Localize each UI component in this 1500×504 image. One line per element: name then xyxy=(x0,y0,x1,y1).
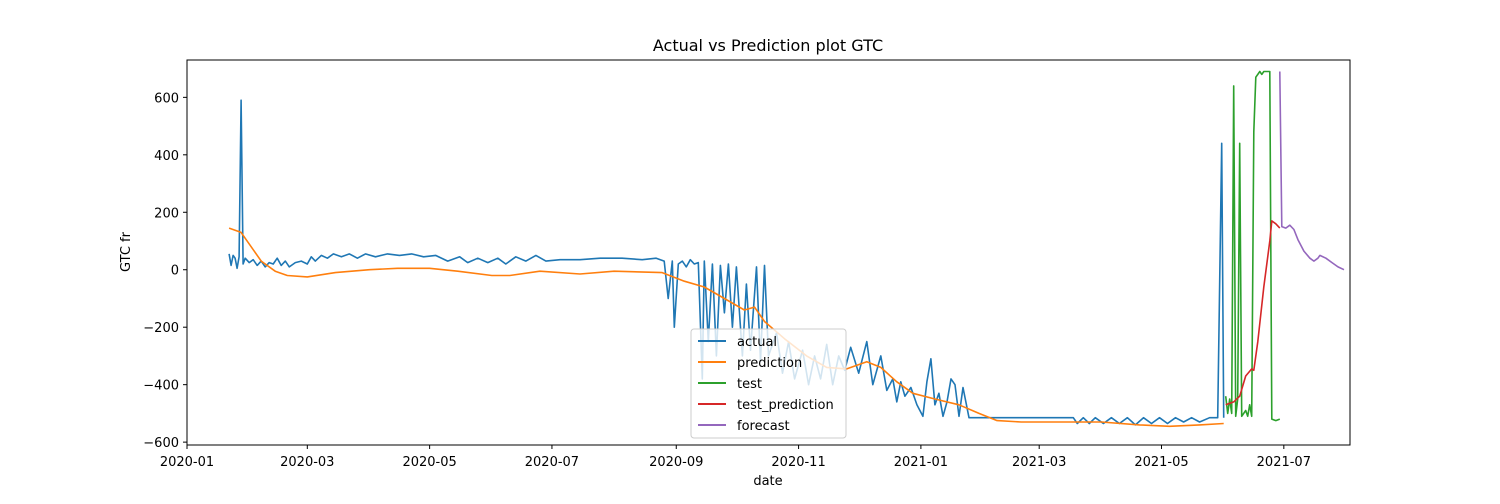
legend-label: prediction xyxy=(737,356,802,371)
x-axis: 2020-01 2020-03 2020-05 2020-07 2020-09 2020-… xyxy=(160,445,1311,470)
x-tick-label: 2021-03 xyxy=(1012,455,1066,470)
x-tick-label: 2020-11 xyxy=(771,455,825,470)
legend-label: test_prediction xyxy=(737,398,834,413)
axes-frame xyxy=(186,59,1351,446)
legend[interactable]: actual prediction test test_predictionforec… xyxy=(690,328,847,439)
x-tick-label: 2020-05 xyxy=(402,455,456,470)
series-line-forecast xyxy=(1279,71,1345,271)
legend-box xyxy=(690,328,847,439)
legend-item-test[interactable]: test xyxy=(698,377,762,392)
x-axis-label: date xyxy=(753,474,782,489)
y-tick-label: −600 xyxy=(143,436,179,451)
x-tick-label: 2020-01 xyxy=(160,455,214,470)
y-axis: −600 −400 −200 0 200 400 600 xyxy=(143,91,187,451)
series-line-test xyxy=(1224,70,1281,422)
y-tick-label: 0 xyxy=(171,264,179,279)
x-tick-label: 2021-07 xyxy=(1257,455,1311,470)
legend-label: actual xyxy=(737,335,777,350)
y-tick-label: −400 xyxy=(143,379,179,394)
series-line-test-prediction xyxy=(1225,220,1281,406)
legend-item-actual[interactable]: actual xyxy=(698,335,777,350)
chart-title: Actual vs Prediction plot GTC xyxy=(653,36,883,55)
x-tick-label: 2020-07 xyxy=(525,455,579,470)
y-tick-label: 400 xyxy=(154,149,179,164)
series-line-actual xyxy=(228,99,1225,426)
y-tick-label: −200 xyxy=(143,321,179,336)
x-tick-label: 2021-05 xyxy=(1134,455,1188,470)
y-axis-label: GTC fr xyxy=(119,231,134,272)
series-layer xyxy=(228,70,1345,428)
x-tick-label: 2020-09 xyxy=(649,455,703,470)
legend-item-test-prediction[interactable]: test_prediction xyxy=(698,398,834,413)
x-tick-label: 2020-03 xyxy=(280,455,334,470)
x-tick-label: 2021-01 xyxy=(894,455,948,470)
legend-label: test xyxy=(737,377,762,392)
y-tick-label: 600 xyxy=(154,91,179,106)
series-line-prediction xyxy=(228,227,1224,428)
legend-label: forecast xyxy=(737,419,790,434)
legend-item-forecast[interactable]: forecast xyxy=(698,419,790,434)
y-tick-label: 200 xyxy=(154,206,179,221)
legend-item-prediction[interactable]: prediction xyxy=(698,356,802,371)
